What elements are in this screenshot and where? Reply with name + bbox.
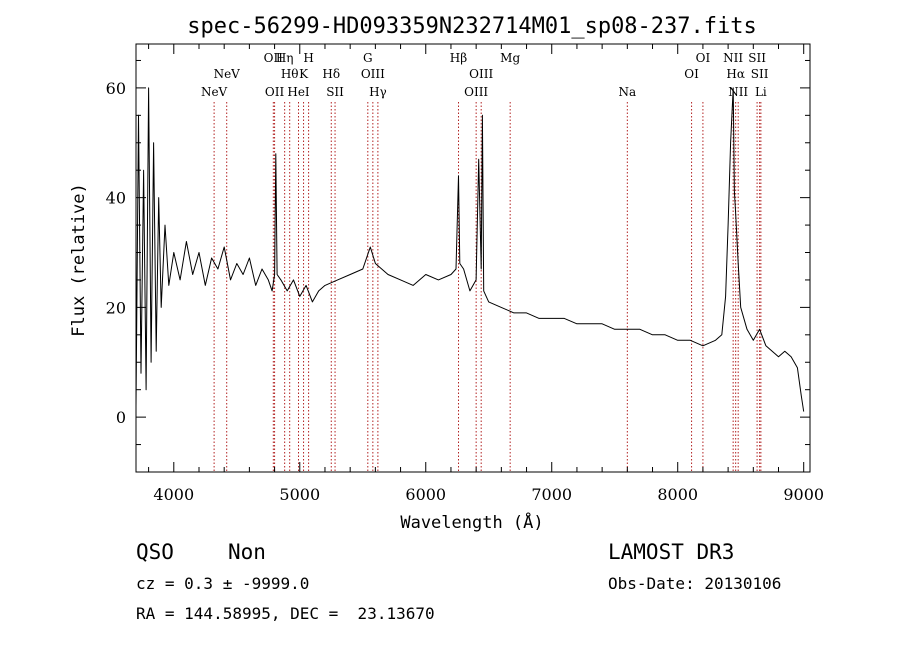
redshift-cz: cz = 0.3 ± -9999.0 [136,574,310,593]
marker-label-26: Li [755,85,767,99]
chart-title: spec-56299-HD093359N232714M01_sp08-237.f… [187,14,757,39]
marker-label-7: K [299,67,309,81]
marker-label-9: Hδ [322,67,340,81]
marker-label-8: H [303,51,313,65]
marker-label-20: OI [696,51,711,65]
y-tick-label-2: 40 [106,189,126,208]
x-tick-label-3: 7000 [531,485,572,504]
marker-label-18: Na [618,85,636,99]
x-axis-label: Wavelength (Å) [400,511,543,533]
marker-label-13: Hγ [369,85,387,99]
plot-frame [135,43,811,473]
marker-label-6: HeI [287,85,310,99]
marker-label-10: SII [326,85,344,99]
marker-label-24: SII [748,51,766,65]
marker-label-5: Hθ [281,67,299,81]
marker-label-16: OIII [469,67,493,81]
x-tick-label-0: 4000 [153,485,194,504]
marker-label-17: Mg [500,51,520,65]
marker-label-12: OIII [361,67,385,81]
marker-label-23: NII [728,85,748,99]
marker-label-19: OI [684,67,699,81]
y-tick-label-3: 60 [106,79,126,98]
marker-label-21: NII [723,51,743,65]
marker-label-3: OII [265,85,285,99]
spectrum-line [135,87,805,412]
marker-label-4: Hη [276,51,294,65]
marker-label-1: NeV [214,67,241,81]
x-tick-label-2: 6000 [405,485,446,504]
object-class: QSO [136,540,174,564]
observation-date: Obs-Date: 20130106 [608,574,782,593]
marker-label-2: OII [264,51,284,65]
x-tick-label-4: 8000 [657,485,698,504]
y-axis-label: Flux (relative) [69,183,89,337]
marker-label-22: Hα [726,67,745,81]
marker-label-15: OIII [464,85,488,99]
y-tick-label-0: 0 [116,408,126,427]
marker-label-0: NeV [201,85,228,99]
object-subclass: Non [228,540,266,564]
survey-name: LAMOST DR3 [608,540,735,564]
x-tick-label-1: 5000 [279,485,320,504]
ra-dec-coordinates: RA = 144.58995, DEC = 23.13670 [136,604,435,623]
marker-label-14: Hβ [450,51,467,65]
x-tick-label-5: 9000 [783,485,824,504]
marker-label-25: SII [751,67,769,81]
marker-label-11: G [363,51,373,65]
y-tick-label-1: 20 [106,298,126,317]
